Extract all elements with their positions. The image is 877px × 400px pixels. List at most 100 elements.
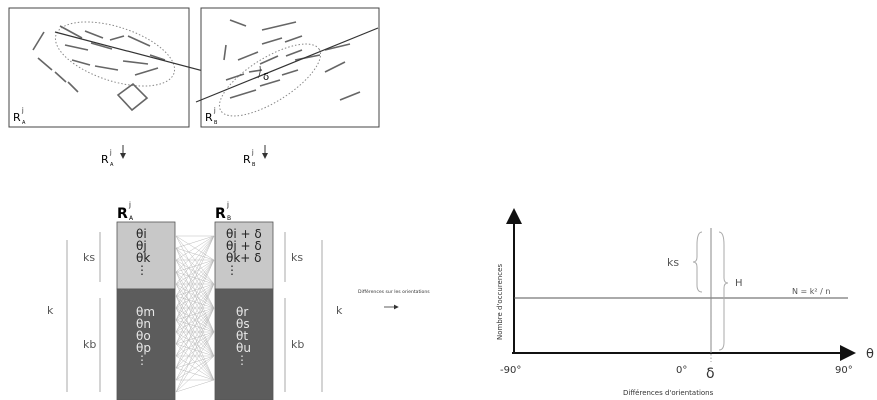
kb-label-left: kb	[83, 338, 96, 351]
kb-label-right: kb	[291, 338, 304, 351]
tick-minus-90: -90°	[500, 365, 521, 376]
delta-label: δ	[263, 72, 269, 83]
pairing-line	[175, 283, 215, 333]
arrow-b-sup: j	[251, 149, 254, 156]
theta-value: θu	[236, 341, 251, 355]
theta-value: θt	[236, 329, 248, 343]
pairing-line	[175, 283, 215, 357]
arrow-b-label: R	[243, 153, 251, 166]
delta-arc	[257, 65, 261, 79]
segments-b	[223, 19, 361, 101]
pairing-line	[175, 355, 215, 393]
panel-b-label: R	[205, 111, 213, 124]
h-label: H	[735, 278, 743, 289]
column-b-header: R	[215, 206, 226, 222]
tick-delta: δ	[706, 366, 715, 382]
k-label-left: k	[47, 304, 54, 317]
theta-value: θi	[136, 227, 147, 241]
theta-value: θj	[136, 239, 147, 253]
theta-value: ⋮	[136, 353, 148, 367]
theta-value: ⋮	[136, 263, 148, 277]
theta-value: θi + δ	[226, 227, 262, 241]
theta-value: θs	[236, 317, 250, 331]
panel-a-sup: j	[21, 107, 24, 114]
arrow-a-label: R	[101, 153, 109, 166]
brackets-right	[284, 232, 323, 392]
theta-value: ⋮	[226, 263, 238, 277]
arrow-a-sup: j	[109, 149, 112, 156]
pairing-lines	[175, 235, 215, 393]
pairing-line	[175, 307, 215, 357]
pairing-line	[175, 235, 215, 273]
arrow-b-sub: B	[252, 162, 256, 168]
column-a-header: R	[117, 206, 128, 222]
y-axis-label: Nombre d'occurences	[496, 264, 504, 340]
cluster-ellipse-b	[218, 43, 322, 117]
middle-label: Différences sur les orientations	[358, 288, 430, 295]
pairing-line	[175, 259, 215, 309]
pairing-line	[175, 259, 215, 345]
pairing-line	[175, 235, 215, 321]
n-label: N = k² / n	[792, 287, 830, 296]
column-b-top-values: θi + δθj + δθk+ δ⋮	[226, 227, 262, 277]
segments-a	[32, 25, 166, 112]
ks-chart-label: ks	[667, 256, 679, 269]
pairing-line	[175, 259, 215, 321]
theta-value: θk+ δ	[226, 251, 262, 265]
tick-90: 90°	[835, 365, 853, 376]
theta-value: θn	[136, 317, 151, 331]
arrow-a: R j A	[101, 145, 126, 168]
column-b-sup: j	[226, 201, 229, 209]
pairing-line	[175, 331, 215, 393]
panel-b-sup: j	[213, 107, 216, 114]
panel-a-sub: A	[22, 120, 26, 126]
theta-value: θr	[236, 305, 248, 319]
axis-theta-label: θ	[866, 347, 874, 362]
pairing-line	[175, 235, 215, 309]
ks-brace	[692, 231, 703, 293]
column-a-sub: A	[129, 215, 134, 222]
pairing-line	[175, 307, 215, 381]
theta-value: ⋮	[236, 353, 248, 367]
principal-axis-b	[195, 27, 379, 103]
histogram-chart: Nombre d'occurences Différences d'orient…	[496, 208, 874, 397]
ks-label-left: ks	[83, 251, 95, 264]
x-axis-label: Différences d'orientations	[623, 389, 714, 397]
pairing-line	[175, 283, 215, 345]
tick-zero: 0°	[676, 365, 687, 376]
pairing-line	[175, 235, 215, 285]
arrow-a-sub: A	[110, 162, 114, 168]
panel-a: R j A	[8, 7, 307, 128]
brackets-left	[66, 232, 101, 392]
pairing-line	[175, 235, 215, 297]
theta-value: θj + δ	[226, 239, 262, 253]
panel-b: δ R j B	[195, 7, 380, 128]
column-b-sub: B	[227, 215, 231, 222]
pairing-line	[175, 331, 215, 381]
pairing-line	[175, 379, 215, 393]
pairing-line	[175, 355, 215, 381]
theta-value: θp	[136, 341, 151, 355]
column-a-sup: j	[128, 201, 131, 209]
theta-value: θk	[136, 251, 150, 265]
pairing-line	[175, 283, 215, 369]
arrow-b: R j B	[243, 145, 268, 168]
theta-value: θo	[136, 329, 151, 343]
pairing-line	[175, 259, 215, 333]
pairing-line	[175, 307, 215, 393]
ks-label-right: ks	[291, 251, 303, 264]
panel-a-label: R	[13, 111, 21, 124]
k-label-right: k	[336, 304, 343, 317]
theta-value: θm	[136, 305, 155, 319]
h-brace	[718, 231, 729, 351]
pairing-line	[175, 307, 215, 369]
pairing-line	[175, 235, 215, 249]
panel-b-sub: B	[214, 120, 218, 126]
pairing-line	[175, 235, 215, 261]
